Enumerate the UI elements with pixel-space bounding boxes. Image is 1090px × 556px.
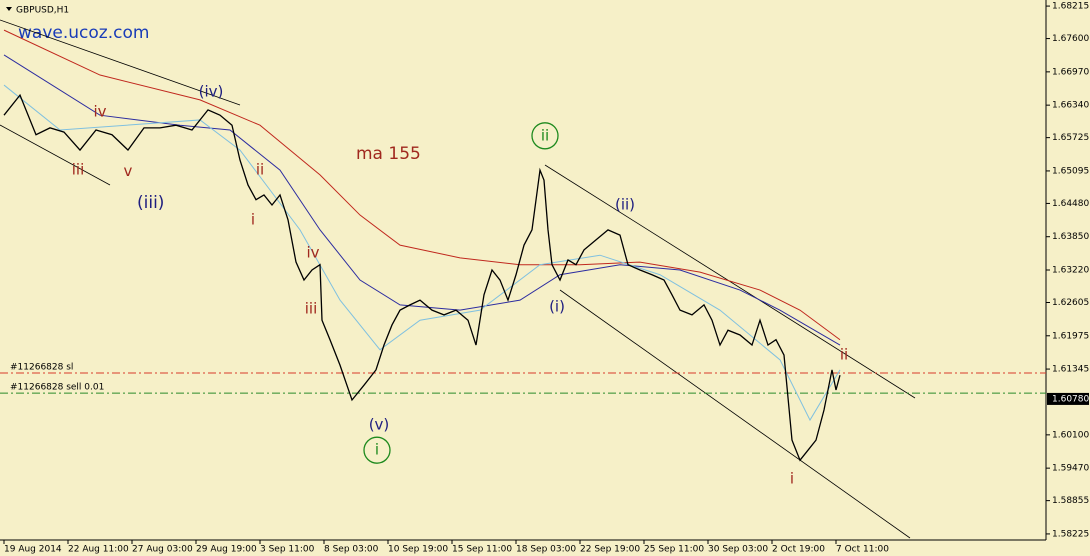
wave-label: ii — [256, 161, 264, 179]
y-tick-label: 1.58225 — [1052, 529, 1089, 539]
current-price-box — [1047, 392, 1089, 405]
wave-label: (i) — [549, 297, 565, 315]
wave-label: (ii) — [615, 196, 635, 214]
x-tick-label: 8 Sep 03:00 — [324, 545, 379, 555]
wave-label: iii — [305, 300, 318, 318]
wave-label: v — [124, 162, 133, 180]
channel-line — [559, 289, 911, 539]
wave-label: ii — [541, 126, 549, 144]
x-tick-label: 30 Sep 03:00 — [708, 545, 768, 555]
wave-label: ii — [840, 346, 848, 364]
y-tick-label: 1.65095 — [1052, 166, 1089, 176]
x-tick-label: 15 Sep 11:00 — [452, 545, 512, 555]
x-tick-label: 22 Aug 11:00 — [68, 545, 129, 555]
x-tick-label: 7 Oct 11:00 — [836, 545, 889, 555]
moving-average — [3, 84, 841, 422]
order-level-label: #11266828 sell 0.01 — [10, 383, 104, 393]
y-tick-label: 1.60100 — [1052, 430, 1089, 440]
wave-label: (iii) — [137, 193, 164, 213]
wave-label: i — [375, 441, 379, 459]
y-tick-label: 1.65725 — [1052, 133, 1089, 143]
y-tick-label: 1.63850 — [1052, 232, 1089, 242]
y-tick-label: 1.64480 — [1052, 199, 1089, 209]
wave-label: i — [251, 210, 255, 228]
menu-triangle — [6, 7, 12, 11]
wave-label: (v) — [369, 415, 390, 433]
symbol-label: GBPUSD,H1 — [16, 6, 69, 16]
wave-label: (iv) — [199, 82, 224, 100]
y-tick-label: 1.67600 — [1052, 34, 1089, 44]
wave-label: iii — [72, 161, 85, 179]
y-tick-label: 1.68215 — [1052, 2, 1089, 12]
wave-label: ma 155 — [356, 144, 421, 164]
x-tick-label: 29 Aug 19:00 — [196, 545, 257, 555]
x-tick-label: 22 Sep 19:00 — [580, 545, 640, 555]
y-tick-label: 1.62605 — [1052, 298, 1089, 308]
x-tick-label: 2 Oct 19:00 — [772, 545, 825, 555]
moving-average — [3, 29, 841, 341]
x-tick-label: 3 Sep 11:00 — [260, 545, 315, 555]
wave-label: i — [790, 470, 794, 488]
trend-line — [0, 124, 111, 186]
x-tick-label: 18 Sep 03:00 — [516, 545, 576, 555]
moving-average — [3, 54, 841, 346]
wave-label: iv — [306, 244, 319, 262]
x-tick-label: 27 Aug 03:00 — [132, 545, 193, 555]
price-line — [3, 93, 841, 462]
x-tick-label: 19 Aug 2014 — [4, 545, 62, 555]
y-tick-label: 1.61345 — [1052, 365, 1089, 375]
y-tick-label: 1.59470 — [1052, 464, 1089, 474]
order-level-label: #11266828 sl — [10, 363, 73, 373]
trend-line — [0, 19, 241, 106]
x-tick-label: 10 Sep 19:00 — [388, 545, 448, 555]
y-tick-label: 1.63220 — [1052, 266, 1089, 276]
y-tick-label: 1.66970 — [1052, 67, 1089, 77]
wave-label: iv — [93, 103, 106, 121]
current-price-label: 1.60780 — [1052, 394, 1089, 404]
wave-circle — [531, 122, 559, 150]
y-tick-label: 1.66340 — [1052, 101, 1089, 111]
y-tick-label: 1.61975 — [1052, 331, 1089, 341]
x-tick-label: 25 Sep 11:00 — [644, 545, 704, 555]
y-tick-label: 1.58855 — [1052, 496, 1089, 506]
wave-circle — [363, 436, 391, 464]
